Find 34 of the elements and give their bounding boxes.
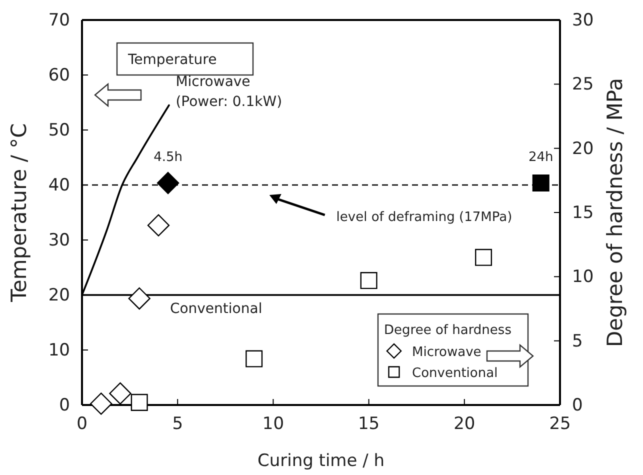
x-tick-label: 5 [172, 414, 184, 434]
annotation: (Power: 0.1kW) [176, 94, 282, 110]
y2-tick-label: 0 [572, 395, 583, 416]
x-axis-title: Curing time / h [257, 451, 385, 471]
y2-tick-label: 10 [572, 267, 594, 288]
y-tick-label: 40 [48, 175, 70, 196]
annotation: 24h [528, 150, 554, 165]
x-tick-label: 15 [358, 414, 380, 434]
y-tick-label: 0 [59, 395, 70, 416]
y2-axis-title: Degree of hardness / MPa [603, 78, 627, 348]
y2-tick-label: 25 [572, 74, 594, 95]
y2-tick-label: 30 [572, 10, 594, 30]
legend-title: Degree of hardness [384, 323, 512, 338]
y-tick-label: 10 [48, 340, 70, 360]
y2-tick-label: 20 [572, 138, 594, 159]
y-tick-label: 70 [48, 10, 70, 30]
legend-label: Microwave [412, 345, 482, 360]
series-label: Conventional [170, 301, 262, 317]
annotation: 4.5h [154, 150, 182, 165]
x-tick-label: 0 [76, 414, 88, 434]
x-tick-label: 10 [262, 414, 284, 434]
y-tick-label: 20 [48, 285, 70, 306]
y-tick-label: 50 [48, 120, 70, 140]
series-label: Microwave [176, 74, 250, 90]
y-axis-title: Temperature / °C [7, 123, 31, 303]
y2-tick-label: 15 [572, 202, 594, 223]
x-tick-label: 20 [454, 414, 476, 434]
y2-tick-label: 5 [572, 331, 583, 352]
y-tick-label: 30 [48, 230, 70, 250]
y-tick-label: 60 [48, 65, 70, 86]
annotation: Temperature [127, 52, 217, 68]
ref-line-label: level of deframing (17MPa) [336, 210, 512, 225]
x-tick-label: 25 [549, 414, 571, 434]
legend-label: Conventional [412, 366, 498, 381]
